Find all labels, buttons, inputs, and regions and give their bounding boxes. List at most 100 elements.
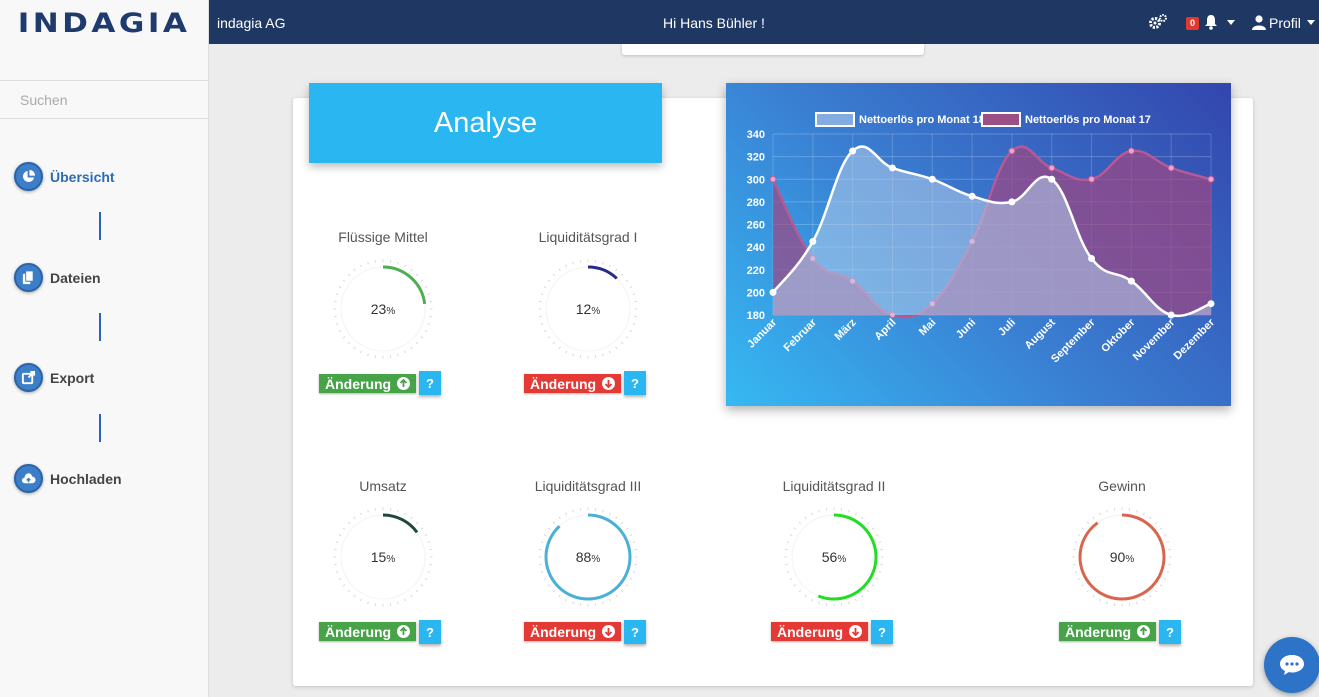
legend-swatch[interactable] — [815, 112, 855, 127]
pie-chart-icon — [14, 162, 43, 191]
series-area — [773, 146, 1211, 316]
data-point[interactable] — [769, 175, 777, 183]
bell-icon[interactable] — [1204, 14, 1218, 30]
gauge-value: 88% — [538, 549, 638, 565]
gauge-dial — [538, 259, 638, 359]
gauge-arc — [339, 513, 427, 601]
data-point[interactable] — [1048, 164, 1056, 172]
data-point[interactable] — [849, 147, 857, 155]
gauge-arc — [544, 265, 632, 353]
user-icon[interactable] — [1252, 15, 1266, 30]
legend-label[interactable]: Nettoerlös pro Monat 17 — [1025, 114, 1151, 126]
data-point[interactable] — [1127, 277, 1135, 285]
arrow-up-icon — [397, 625, 411, 638]
data-point[interactable] — [809, 237, 817, 245]
data-point[interactable] — [1088, 175, 1096, 183]
data-point[interactable] — [1207, 175, 1215, 183]
help-button[interactable]: ? — [871, 620, 893, 644]
x-tick-label: Juli — [996, 317, 1018, 339]
x-tick-label: November — [1131, 316, 1178, 363]
gauge-dial — [333, 259, 433, 359]
gauge-number: 23 — [370, 301, 387, 317]
help-button[interactable]: ? — [624, 620, 646, 644]
sidebar-item-dateien[interactable]: Dateien — [14, 263, 101, 292]
legend-swatch[interactable] — [981, 112, 1021, 127]
search-input[interactable] — [0, 81, 209, 118]
data-point[interactable] — [1008, 198, 1016, 206]
gauge-title: Umsatz — [359, 478, 407, 494]
y-tick-label: 340 — [747, 129, 765, 141]
gauge-value: 12% — [538, 301, 638, 317]
x-tick-label: Oktober — [1099, 316, 1138, 355]
arrow-down-icon — [602, 377, 616, 390]
gauge-arc — [790, 513, 878, 601]
data-point[interactable] — [769, 288, 777, 296]
files-icon — [14, 263, 43, 292]
sidebar-item-hochladen[interactable]: Hochladen — [14, 464, 122, 493]
x-tick-label: April — [872, 317, 898, 343]
indagia-logo[interactable]: INDAGIA — [18, 7, 191, 39]
data-point[interactable] — [1088, 254, 1096, 262]
help-button[interactable]: ? — [419, 620, 441, 644]
data-point[interactable] — [1127, 147, 1135, 155]
change-button[interactable]: Änderung — [319, 622, 417, 641]
data-point[interactable] — [888, 164, 896, 172]
chat-button[interactable] — [1264, 637, 1319, 693]
change-button[interactable]: Änderung — [771, 622, 869, 641]
gauge-title: Flüssige Mittel — [338, 229, 428, 245]
data-point[interactable] — [968, 192, 976, 200]
settings-icon[interactable] — [1148, 14, 1168, 30]
x-tick-label: Februar — [781, 316, 819, 354]
percent-sign: % — [1125, 554, 1135, 565]
data-point[interactable] — [1048, 175, 1056, 183]
help-button[interactable]: ? — [419, 371, 441, 395]
chevron-down-icon[interactable] — [1307, 20, 1315, 25]
data-point[interactable] — [1207, 300, 1215, 308]
change-label: Änderung — [1065, 623, 1132, 640]
search-box — [0, 80, 209, 119]
gauge-arc — [339, 265, 427, 353]
data-point[interactable] — [1008, 147, 1016, 155]
change-label: Änderung — [530, 623, 597, 640]
arrow-down-icon — [602, 625, 616, 638]
change-button[interactable]: Änderung — [1059, 622, 1157, 641]
help-button[interactable]: ? — [1159, 620, 1181, 644]
y-tick-label: 220 — [747, 265, 765, 277]
percent-sign: % — [837, 554, 847, 565]
gauge-number: 90 — [1109, 549, 1126, 565]
gauge-title: Gewinn — [1098, 478, 1146, 494]
change-button[interactable]: Änderung — [524, 374, 622, 393]
data-point[interactable] — [1167, 164, 1175, 172]
percent-sign: % — [386, 306, 396, 317]
data-point[interactable] — [1167, 311, 1175, 319]
y-tick-label: 300 — [747, 174, 765, 186]
x-tick-label: September — [1049, 316, 1098, 365]
sidebar-item-uebersicht[interactable]: Übersicht — [14, 162, 115, 191]
gauge-number: 88 — [575, 549, 592, 565]
change-button[interactable]: Änderung — [319, 374, 417, 393]
legend-label[interactable]: Nettoerlös pro Monat 18 — [859, 114, 985, 126]
company-name: indagia AG — [217, 15, 286, 31]
gauge-dial — [538, 507, 638, 607]
sidebar-item-label: Hochladen — [50, 470, 122, 487]
change-label: Änderung — [530, 375, 597, 392]
chat-icon — [1280, 655, 1304, 675]
x-tick-label: Mai — [917, 317, 938, 338]
card-remnant — [622, 44, 924, 55]
profile-menu[interactable]: Profil — [1269, 15, 1301, 31]
data-point[interactable] — [928, 175, 936, 183]
y-tick-label: 280 — [747, 197, 765, 209]
change-label: Änderung — [325, 623, 392, 640]
percent-sign: % — [591, 306, 601, 317]
gauge-arc — [544, 513, 632, 601]
change-label: Änderung — [777, 623, 844, 640]
help-button[interactable]: ? — [624, 371, 646, 395]
export-icon — [14, 363, 43, 392]
chevron-down-icon[interactable] — [1227, 20, 1235, 25]
gauge-title: Liquiditätsgrad II — [782, 478, 886, 494]
change-button[interactable]: Änderung — [524, 622, 622, 641]
change-label: Änderung — [325, 375, 392, 392]
gauge-value: 15% — [333, 549, 433, 565]
sidebar-item-export[interactable]: Export — [14, 363, 94, 392]
